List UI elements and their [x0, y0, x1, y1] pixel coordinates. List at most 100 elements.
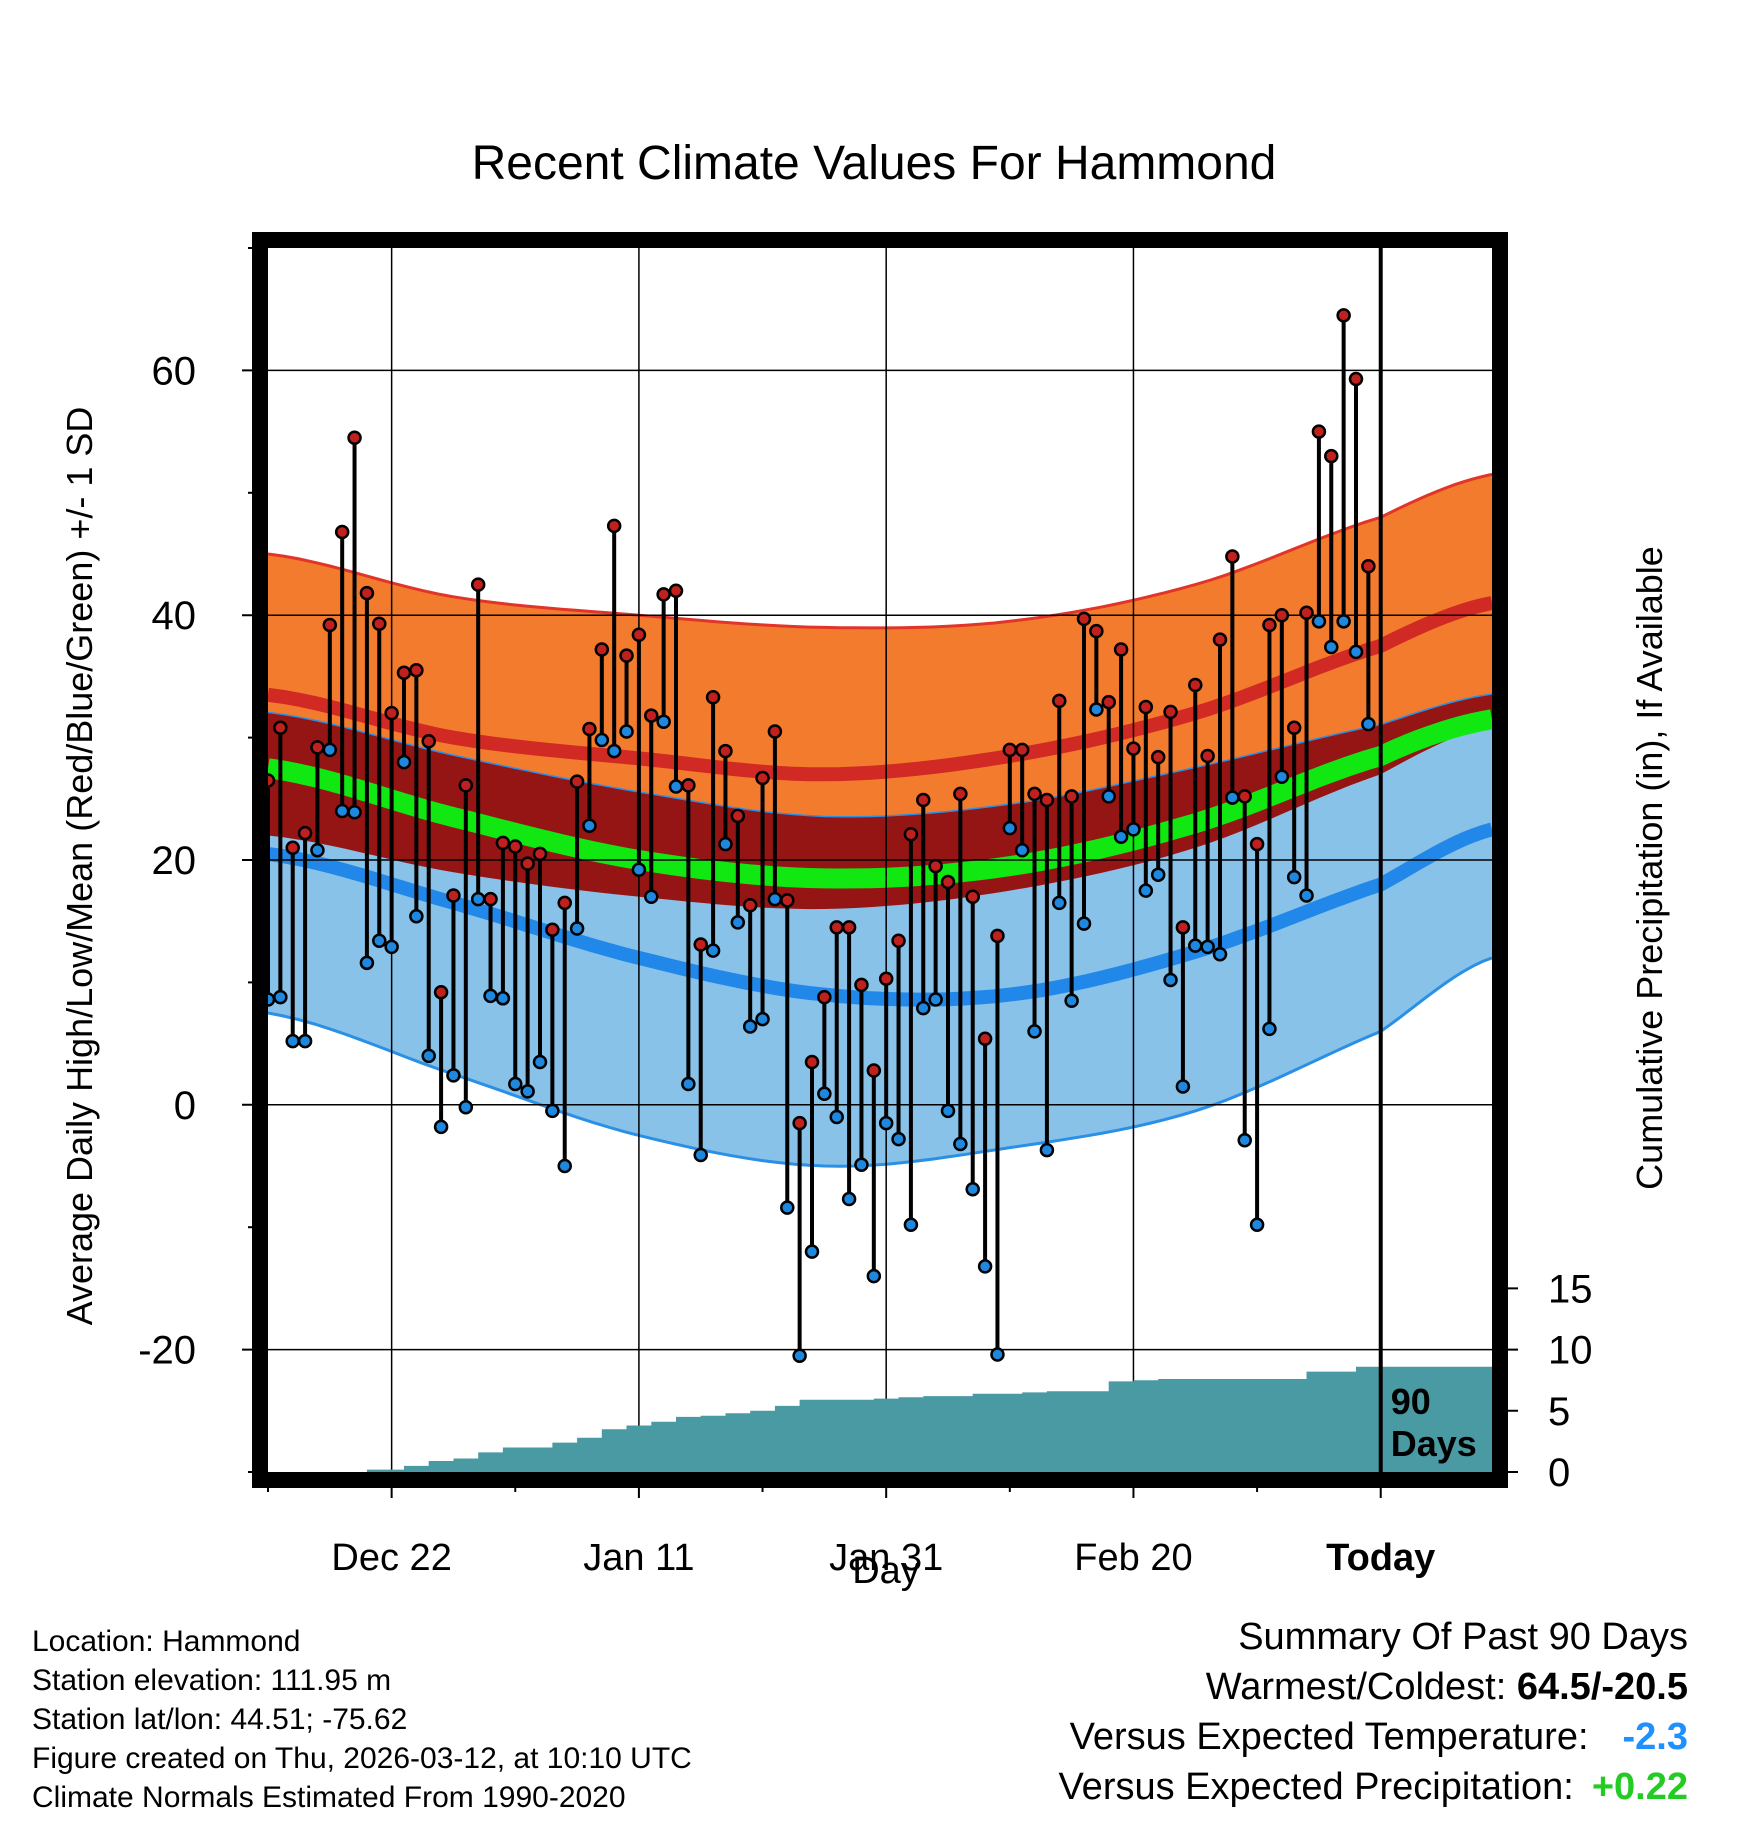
- daily-high-point: [928, 858, 943, 874]
- daily-low-point: [433, 1119, 449, 1135]
- daily-high-point: [742, 898, 758, 913]
- daily-high-point: [792, 1115, 807, 1131]
- high-sd-band-upper-edge: [268, 472, 1492, 630]
- daily-low-point: [705, 943, 721, 958]
- daily-high-point: [977, 1031, 993, 1046]
- daily-high-point: [347, 430, 362, 445]
- daily-low-point: [1014, 842, 1030, 858]
- daily-low-point: [1212, 946, 1228, 962]
- daily-low-point: [990, 1347, 1005, 1362]
- daily-high-point: [1237, 789, 1252, 804]
- daily-high-point: [1311, 424, 1327, 439]
- daily-high-point: [1225, 549, 1240, 564]
- daily-low-point: [334, 803, 350, 819]
- daily-high-point: [953, 786, 968, 802]
- daily-low-point: [891, 1131, 906, 1147]
- daily-high-point: [322, 617, 338, 633]
- daily-high-point: [334, 524, 350, 540]
- daily-high-point: [446, 888, 461, 903]
- daily-low-point: [1101, 789, 1116, 804]
- daily-low-point: [1225, 790, 1240, 805]
- daily-low-point: [520, 1084, 535, 1099]
- daily-low-point: [1039, 1142, 1055, 1158]
- daily-low-point: [347, 805, 362, 820]
- daily-low-point: [508, 1076, 523, 1092]
- daily-low-point: [1052, 895, 1067, 911]
- daily-high-point: [854, 977, 869, 993]
- daily-high-point: [829, 920, 844, 935]
- daily-high-point: [1014, 742, 1030, 758]
- daily-low-point: [903, 1217, 919, 1233]
- daily-high-point: [396, 665, 412, 680]
- daily-high-point: [532, 846, 548, 862]
- daily-high-point: [1200, 748, 1215, 764]
- daily-low-point: [1200, 939, 1215, 955]
- daily-low-point: [1126, 822, 1141, 837]
- daily-high-point: [384, 705, 399, 721]
- daily-high-point: [297, 825, 313, 841]
- normals-period-text: Climate Normals Estimated From 1990-2020: [32, 1781, 626, 1814]
- daily-low-point: [681, 1076, 696, 1092]
- y-tick-label: 40: [152, 594, 197, 638]
- daily-high-point: [841, 920, 857, 935]
- daily-high-point: [718, 743, 733, 759]
- daily-low-point: [1311, 614, 1327, 629]
- daily-high-point: [1138, 699, 1154, 715]
- normals-bands: [268, 472, 1492, 1168]
- daily-high-point: [433, 984, 449, 1000]
- temp-anomaly-value: -2.3: [1622, 1716, 1688, 1758]
- daily-high-point: [1175, 920, 1191, 935]
- daily-low-point: [1348, 644, 1364, 660]
- low-normal-line: [268, 822, 1492, 1007]
- daily-low-point: [606, 743, 622, 759]
- daily-high-point: [619, 648, 634, 663]
- latlon-text: Station lat/lon: 44.51; -75.62: [32, 1703, 408, 1736]
- axes: 60 40 20 0 -20 15 10 5 0 Dec 22 Jan 11 Jan 31 Feb 20…: [138, 232, 1593, 1579]
- daily-high-point: [359, 585, 375, 601]
- daily-low-point: [656, 714, 671, 729]
- summary-heading: Summary Of Past 90 Days: [1238, 1616, 1688, 1658]
- daily-high-point: [1163, 704, 1178, 720]
- daily-high-point: [273, 720, 288, 736]
- daily-low-point: [409, 909, 424, 924]
- low-sd-band-lower-edge: [268, 956, 1492, 1168]
- daily-low-point: [742, 1019, 758, 1034]
- summary-warm-cold: Warmest/Coldest: 64.5/-20.5: [1058, 1662, 1688, 1712]
- daily-high-point: [1101, 694, 1116, 710]
- daily-high-point: [1076, 611, 1092, 627]
- daily-low-point: [1064, 993, 1079, 1009]
- daily-low-point: [1249, 1217, 1265, 1233]
- daily-high-point: [1286, 720, 1302, 736]
- daily-high-point: [878, 971, 894, 986]
- daily-low-point: [495, 991, 511, 1006]
- daily-low-point: [470, 891, 486, 907]
- daily-high-point: [1126, 741, 1141, 756]
- daily-high-point: [755, 770, 770, 786]
- daily-high-point: [891, 933, 906, 949]
- daily-low-point: [693, 1147, 708, 1163]
- daily-high-point: [668, 583, 684, 598]
- daily-low-point: [631, 862, 647, 878]
- daily-low-point: [310, 842, 325, 858]
- daily-low-point: [372, 933, 387, 949]
- daily-low-point: [557, 1158, 572, 1174]
- summary-precipitation: Versus Expected Precipitation: +0.22: [1058, 1762, 1688, 1812]
- daily-high-point: [285, 840, 300, 856]
- daily-low-point: [1237, 1133, 1252, 1148]
- daily-low-point: [780, 1200, 795, 1215]
- daily-low-point: [953, 1136, 968, 1152]
- warm-cold-value: 64.5/-20.5: [1516, 1666, 1688, 1708]
- x-tick-label: Dec 22: [331, 1537, 451, 1579]
- daily-low-point: [878, 1115, 894, 1131]
- daily-low-point: [668, 779, 684, 794]
- y-tick-label: -20: [138, 1329, 196, 1373]
- daily-high-point: [965, 889, 980, 904]
- daily-high-point: [730, 808, 746, 824]
- daily-high-point: [1274, 607, 1290, 623]
- daily-high-point: [767, 724, 783, 739]
- daily-low-point: [384, 939, 399, 955]
- daily-low-point: [1076, 916, 1092, 931]
- x-tick-label: Jan 31: [829, 1537, 943, 1579]
- daily-high-point: [470, 577, 486, 592]
